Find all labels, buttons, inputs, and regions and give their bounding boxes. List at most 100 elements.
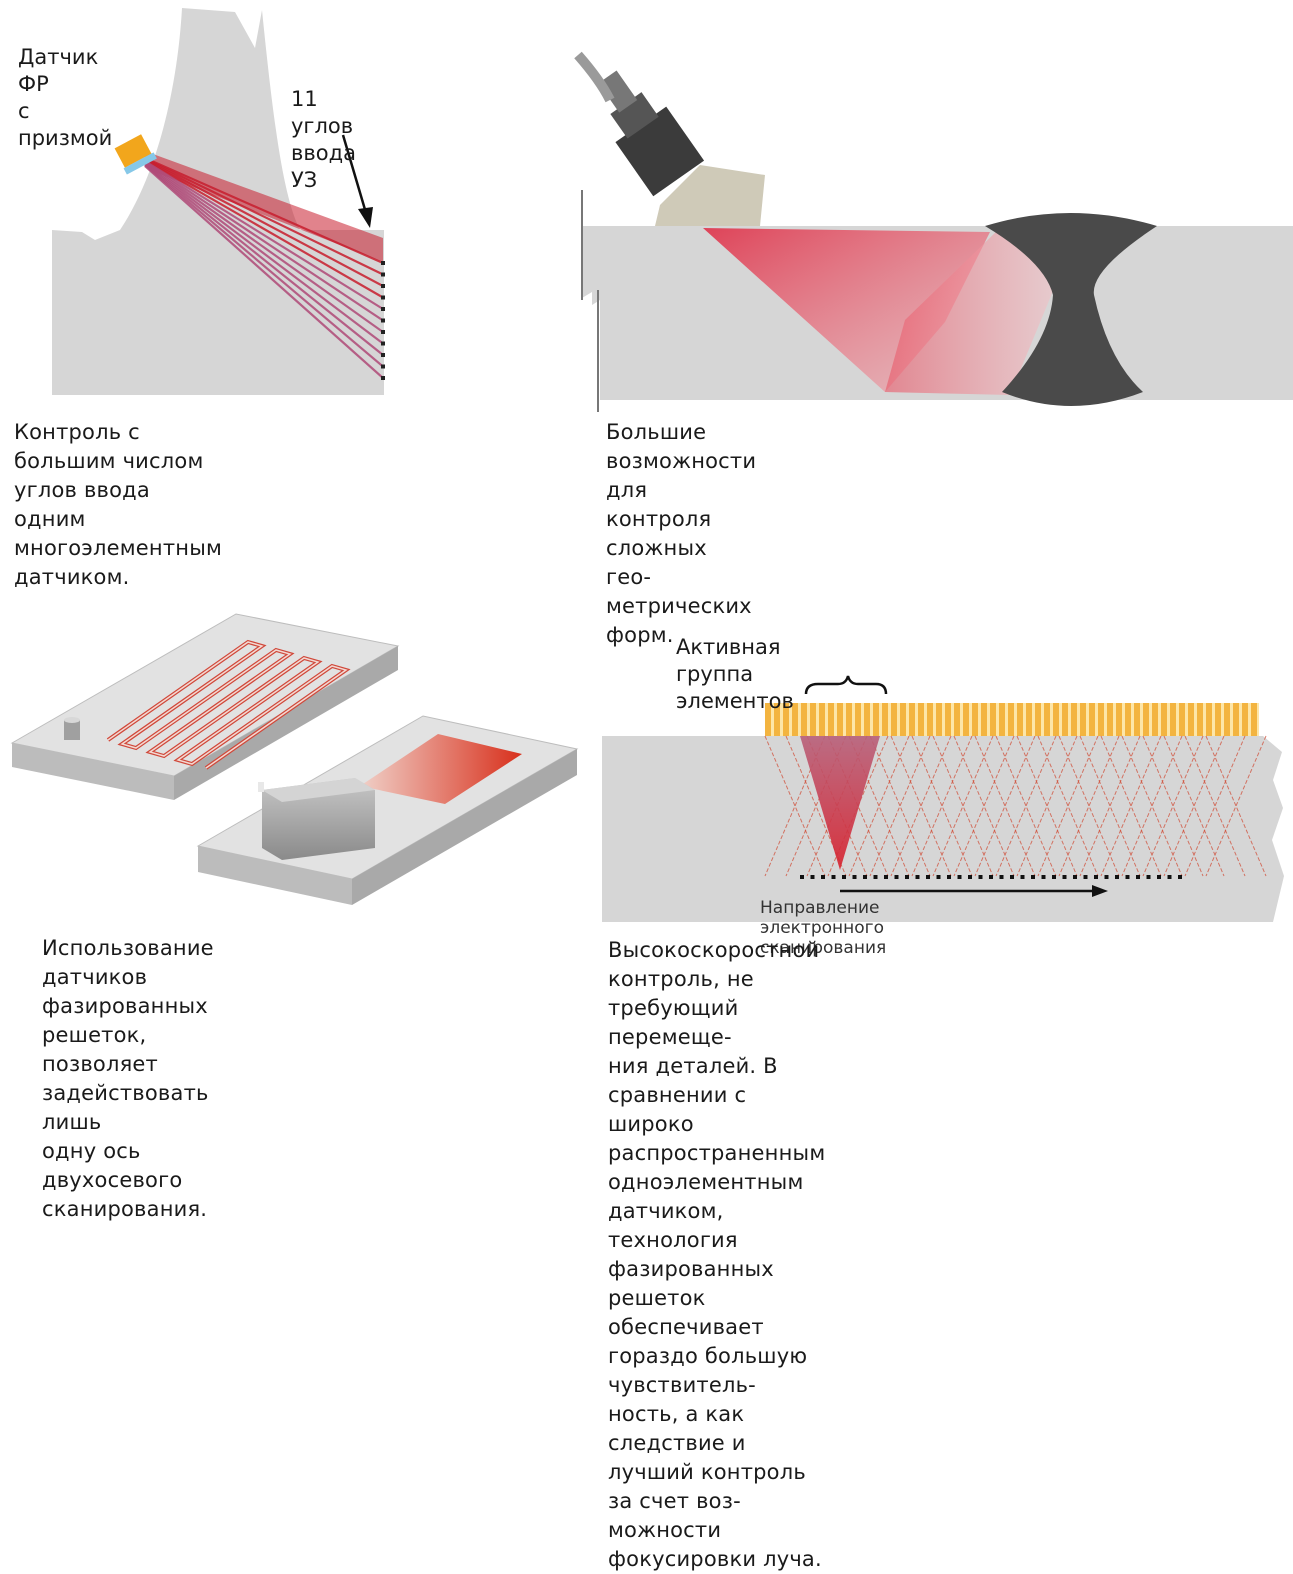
scan-beam-line: [1205, 735, 1267, 877]
weld-diagram: [574, 51, 1293, 412]
scan-beam-line: [1100, 735, 1162, 877]
scan-beam-line: [1037, 735, 1099, 877]
scan-beam-line: [764, 735, 826, 877]
probe-cable-icon: [574, 51, 615, 103]
focal-point: [999, 875, 1004, 879]
ultrasound-beam-band: [142, 150, 383, 262]
focal-point: [978, 875, 983, 879]
single-element-probe-icon: [64, 717, 80, 740]
ultrasound-beam-line: [144, 161, 384, 333]
ultrasound-beam-line: [144, 162, 384, 345]
ultrasound-beam-line: [144, 157, 384, 276]
beam-end-marker: [381, 353, 385, 357]
beam-end-marker: [381, 295, 385, 300]
phased-array-probe-icon: [598, 70, 705, 197]
beam-end-marker: [381, 272, 385, 277]
focal-point: [926, 875, 930, 879]
angles-label-line1: 11 углов: [291, 87, 354, 138]
focal-point: [947, 875, 951, 879]
ultrasound-beam-line: [144, 159, 384, 299]
caption-line: Высокоскоростной контроль, не требующий …: [608, 938, 820, 1049]
scan-beam-line: [932, 735, 994, 877]
focal-point: [884, 875, 888, 879]
focal-point: [863, 875, 867, 879]
scan-beam-line: [1163, 735, 1225, 877]
scan-beam-line: [953, 735, 1015, 877]
focal-point: [936, 875, 941, 879]
focal-point: [915, 875, 920, 879]
plate-side: [174, 646, 398, 800]
focal-point: [1062, 875, 1067, 879]
caption-line: можности фокусировки луча.: [608, 1518, 822, 1571]
focal-point: [810, 875, 815, 879]
scan-beam-line: [1184, 735, 1246, 877]
caption-line: решеток, позволяет задействовать лишь: [42, 1023, 209, 1134]
ultrasound-beam-line: [144, 156, 384, 265]
scan-beam-line: [869, 735, 931, 877]
scan-beam-line: [995, 735, 1057, 877]
beam-end-marker: [381, 307, 385, 311]
caption-electronic-scan: Высокоскоростной контроль, не требующий …: [608, 936, 825, 1574]
scan-beam-line: [1100, 735, 1162, 877]
arrow-head-icon: [1092, 885, 1108, 897]
arrow-head-icon: [358, 207, 373, 228]
arrow-icon: [341, 134, 368, 214]
scan-beam-line: [911, 735, 973, 877]
beam-end-marker: [381, 341, 385, 346]
focal-point: [905, 875, 909, 879]
angles-label-line2: ввода УЗ: [291, 141, 356, 192]
electronic-scan-diagram: [602, 675, 1284, 922]
wedge-icon: [655, 165, 765, 226]
focal-point: [873, 875, 878, 879]
scan-beam-lines: [764, 735, 1267, 877]
beam-end-marker: [381, 261, 385, 265]
scan-direction-label: Направление электронного сканирования: [760, 898, 887, 958]
phased-array-probe-icon: [258, 778, 375, 860]
focal-point: [957, 875, 962, 879]
focal-point: [842, 875, 846, 879]
focal-point: [1083, 875, 1088, 879]
focal-point: [831, 875, 836, 879]
electronic-scan-area: [360, 734, 522, 804]
plate-side: [12, 743, 174, 800]
caption-line: метрических форм.: [606, 594, 752, 647]
angles-label: 11 углов ввода УЗ: [291, 86, 356, 194]
scan-beam-line: [974, 735, 1036, 877]
scan-beam-line: [1079, 735, 1141, 877]
caption-line: ния деталей. В сравнении с широко распро…: [608, 1054, 826, 1165]
focal-point: [1104, 875, 1109, 879]
focal-point: [1115, 875, 1119, 879]
scan-beam-line: [890, 735, 952, 877]
focal-point: [1125, 875, 1130, 879]
scan-beam-line: [1121, 735, 1183, 877]
ultrasound-beam-line: [144, 160, 384, 310]
beam-end-marker: [381, 318, 385, 323]
scan-beam-line: [974, 735, 1036, 877]
scan-beam-line: [1142, 735, 1204, 877]
caption-line: решеток обеспечивает гораздо большую чув…: [608, 1286, 808, 1397]
focal-point: [1136, 875, 1140, 879]
scanning-plates-diagram: [10, 613, 579, 905]
sensor-label-line2: с призмой: [18, 99, 113, 150]
caption-line: одну ось двухосевого сканирования.: [42, 1139, 208, 1221]
focal-point: [1052, 875, 1056, 879]
scan-beam-line: [1163, 735, 1225, 877]
beam-end-marker: [381, 284, 385, 288]
scan-beam-line: [1205, 735, 1267, 877]
ultrasound-beam-fan: [142, 150, 385, 380]
ultrasound-beam-line: [144, 158, 384, 287]
wedge-icon: [123, 152, 157, 175]
focal-point: [1031, 875, 1035, 879]
plate-side: [352, 749, 577, 905]
beam-end-marker: [381, 364, 385, 369]
scan-beam-line: [1058, 735, 1120, 877]
plate-side: [198, 846, 352, 905]
scan-beam-line: [1016, 735, 1078, 877]
focal-point: [1167, 875, 1172, 879]
focal-point: [1178, 875, 1182, 879]
scan-beam-line: [1142, 735, 1204, 877]
focal-point: [968, 875, 972, 879]
active-group-label: Активная группа элементов: [676, 635, 794, 713]
focal-points-row: [800, 875, 1182, 879]
focal-point: [894, 875, 899, 879]
